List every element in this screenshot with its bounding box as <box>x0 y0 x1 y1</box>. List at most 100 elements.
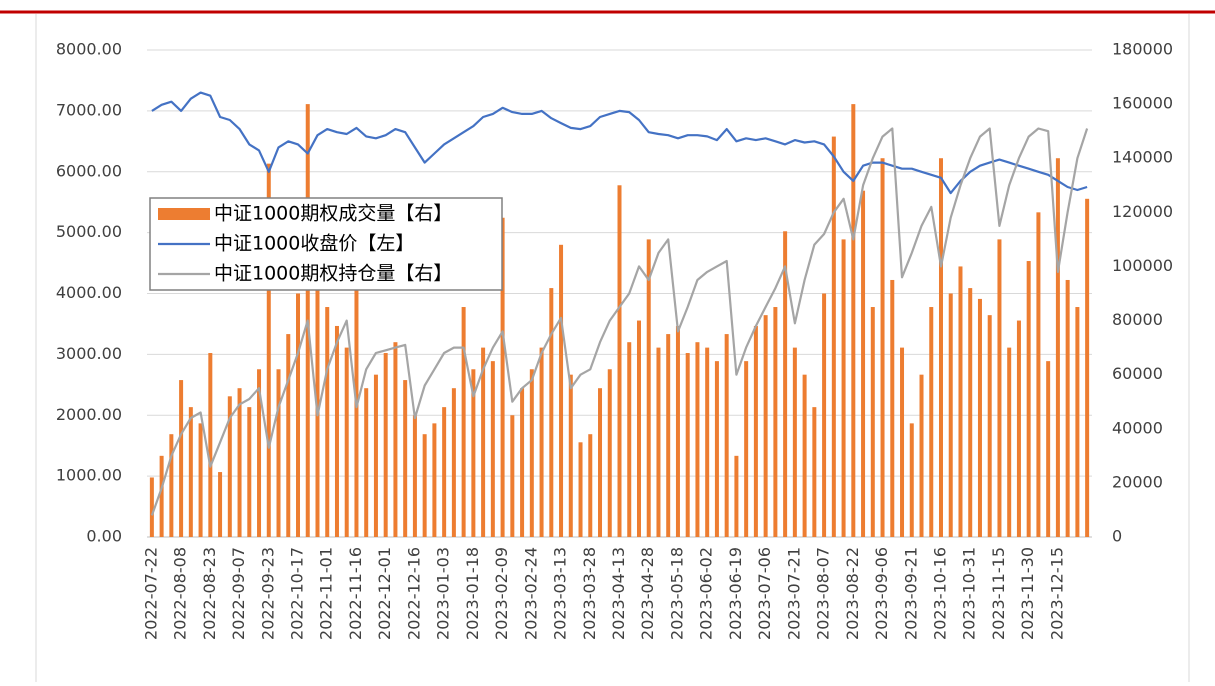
bar <box>598 388 603 537</box>
bar <box>227 396 232 537</box>
bar <box>198 423 203 537</box>
bar <box>539 347 544 537</box>
marks <box>149 91 1090 538</box>
line <box>151 91 1088 195</box>
bar <box>617 185 622 537</box>
x-tick-label: 2023-09-06 <box>872 547 891 640</box>
bar <box>675 325 680 537</box>
bar <box>266 163 271 537</box>
bar <box>773 307 778 537</box>
y2-tick-label: 140000 <box>1112 148 1173 167</box>
x-tick-label: 2023-07-06 <box>755 547 774 640</box>
bar <box>1016 320 1021 537</box>
bar <box>870 307 875 537</box>
y-tick-label: 5000.00 <box>56 222 122 241</box>
bar <box>559 244 564 538</box>
bar <box>1075 307 1080 537</box>
bar <box>968 288 973 537</box>
bar <box>1007 347 1012 537</box>
y2-tick-label: 160000 <box>1112 94 1173 113</box>
line <box>150 127 1089 516</box>
bar <box>179 380 184 537</box>
bar <box>325 307 330 537</box>
bar <box>948 293 953 537</box>
x-tick-label: 2022-11-01 <box>317 547 336 640</box>
x-tick-label: 2022-08-08 <box>171 547 190 640</box>
bar <box>997 239 1002 537</box>
bar <box>286 334 291 537</box>
legend: 中证1000期权成交量【右】中证1000收盘价【左】中证1000期权持仓量【右】 <box>149 197 503 291</box>
x-tick-label: 2023-12-15 <box>1047 547 1066 640</box>
bar <box>753 325 758 537</box>
bar <box>383 353 388 537</box>
bar <box>578 442 583 537</box>
y2-tick-label: 20000 <box>1112 472 1163 491</box>
bar <box>812 407 817 537</box>
bar <box>724 334 729 537</box>
bar <box>354 288 359 537</box>
x-tick-label: 2023-04-28 <box>638 547 657 640</box>
bar <box>714 361 719 537</box>
legend-swatch <box>158 208 210 220</box>
x-tick-label: 2022-08-23 <box>200 547 219 640</box>
bar <box>247 407 252 537</box>
bar <box>636 320 641 537</box>
bar <box>880 158 885 537</box>
bar <box>549 288 554 537</box>
bar <box>257 369 262 537</box>
legend-label: 中证1000期权成交量【右】 <box>214 203 452 225</box>
bar <box>432 423 437 537</box>
bar <box>510 415 515 537</box>
y-tick-label: 0.00 <box>86 527 122 546</box>
bar <box>451 388 456 537</box>
y2-tick-label: 120000 <box>1112 202 1173 221</box>
x-tick-label: 2023-03-28 <box>580 547 599 640</box>
x-tick-label: 2023-08-07 <box>814 547 833 640</box>
bar <box>705 347 710 537</box>
bar <box>471 369 476 537</box>
x-tick-label: 2023-01-18 <box>463 547 482 640</box>
bar <box>159 455 164 537</box>
x-tick-label: 2022-09-23 <box>258 547 277 640</box>
x-tick-label: 2023-10-16 <box>930 547 949 640</box>
bar <box>763 315 768 537</box>
x-tick-label: 2023-04-13 <box>609 547 628 640</box>
x-tick-label: 2023-02-24 <box>521 547 540 640</box>
x-tick-label: 2023-09-21 <box>901 547 920 640</box>
bar <box>218 472 223 537</box>
bar <box>802 374 807 537</box>
bar <box>1046 361 1051 537</box>
y-tick-label: 1000.00 <box>56 466 122 485</box>
bar <box>958 266 963 537</box>
bar <box>607 369 612 537</box>
x-tick-label: 2023-02-09 <box>492 547 511 640</box>
x-tick-label: 2022-12-16 <box>404 547 423 640</box>
legend-label: 中证1000期权持仓量【右】 <box>214 263 452 285</box>
bar <box>1065 279 1070 537</box>
bar <box>783 231 788 537</box>
bar <box>851 104 856 537</box>
bar <box>442 407 447 537</box>
bar <box>929 307 934 537</box>
bar <box>792 347 797 537</box>
bar <box>344 347 349 537</box>
bar <box>500 217 505 537</box>
bar <box>977 298 982 537</box>
legend-label: 中证1000收盘价【左】 <box>214 233 414 255</box>
bar <box>334 325 339 537</box>
bar <box>890 279 895 537</box>
bar <box>1026 261 1031 537</box>
bar <box>412 415 417 537</box>
bar <box>481 347 486 537</box>
y2-tick-label: 40000 <box>1112 418 1163 437</box>
x-tick-label: 2023-08-22 <box>843 547 862 640</box>
x-tick-label: 2022-10-17 <box>288 547 307 640</box>
y-tick-label: 2000.00 <box>56 405 122 424</box>
bar <box>296 293 301 537</box>
x-tick-label: 2023-11-30 <box>1018 547 1037 640</box>
bar <box>373 374 378 537</box>
y2-tick-label: 80000 <box>1112 310 1163 329</box>
y2-tick-label: 0 <box>1112 527 1122 546</box>
bar <box>403 380 408 537</box>
